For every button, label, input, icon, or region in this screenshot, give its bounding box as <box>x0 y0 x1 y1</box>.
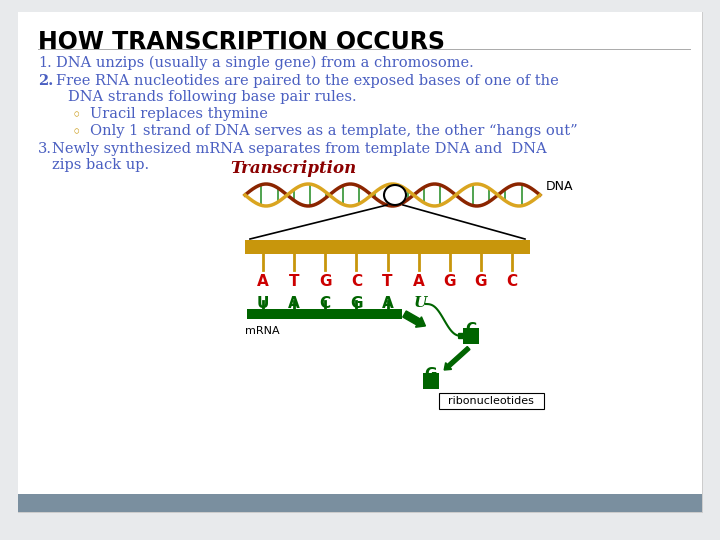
Text: U: U <box>414 296 427 310</box>
Text: A: A <box>382 296 393 311</box>
Text: G: G <box>319 274 331 289</box>
Text: 1.: 1. <box>38 56 52 70</box>
Text: T: T <box>289 274 300 289</box>
Text: G: G <box>350 296 363 311</box>
Text: A: A <box>413 274 425 289</box>
Text: C: C <box>320 296 330 311</box>
Bar <box>247 309 402 319</box>
Bar <box>18 12 702 494</box>
FancyArrow shape <box>459 332 469 340</box>
Text: T: T <box>382 274 392 289</box>
Text: DNA unzips (usually a single gene) from a chromosome.: DNA unzips (usually a single gene) from … <box>56 56 474 70</box>
Text: Free RNA nucleotides are paired to the exposed bases of one of the: Free RNA nucleotides are paired to the e… <box>56 74 559 88</box>
Text: DNA strands following base pair rules.: DNA strands following base pair rules. <box>68 90 356 104</box>
Text: ribonucleotides: ribonucleotides <box>448 396 534 406</box>
Bar <box>463 328 479 344</box>
Text: A: A <box>257 274 269 289</box>
Bar <box>438 393 544 409</box>
Text: C: C <box>351 274 362 289</box>
Text: U: U <box>257 296 269 311</box>
Text: DNA: DNA <box>546 180 574 193</box>
Bar <box>245 240 530 254</box>
Bar <box>423 373 438 389</box>
Text: 3.: 3. <box>38 142 52 156</box>
FancyArrow shape <box>402 311 426 327</box>
Text: HOW TRANSCRIPTION OCCURS: HOW TRANSCRIPTION OCCURS <box>38 30 445 54</box>
Text: ◦: ◦ <box>72 107 81 124</box>
Text: zips back up.: zips back up. <box>52 158 149 172</box>
Text: Transcription: Transcription <box>230 160 356 177</box>
Ellipse shape <box>384 185 406 205</box>
FancyArrow shape <box>444 347 470 370</box>
Text: 2.: 2. <box>38 74 53 88</box>
Text: Uracil replaces thymine: Uracil replaces thymine <box>90 107 268 121</box>
Text: C: C <box>506 274 518 289</box>
Text: mRNA: mRNA <box>245 326 279 336</box>
Text: Newly synthesized mRNA separates from template DNA and  DNA: Newly synthesized mRNA separates from te… <box>52 142 546 156</box>
Text: C: C <box>465 322 476 337</box>
Text: A: A <box>288 296 300 311</box>
Bar <box>18 494 702 512</box>
Text: G: G <box>474 274 487 289</box>
Text: Only 1 strand of DNA serves as a template, the other “hangs out”: Only 1 strand of DNA serves as a templat… <box>90 124 577 138</box>
Text: G: G <box>444 274 456 289</box>
Text: ◦: ◦ <box>72 124 81 141</box>
Text: G: G <box>424 367 437 382</box>
